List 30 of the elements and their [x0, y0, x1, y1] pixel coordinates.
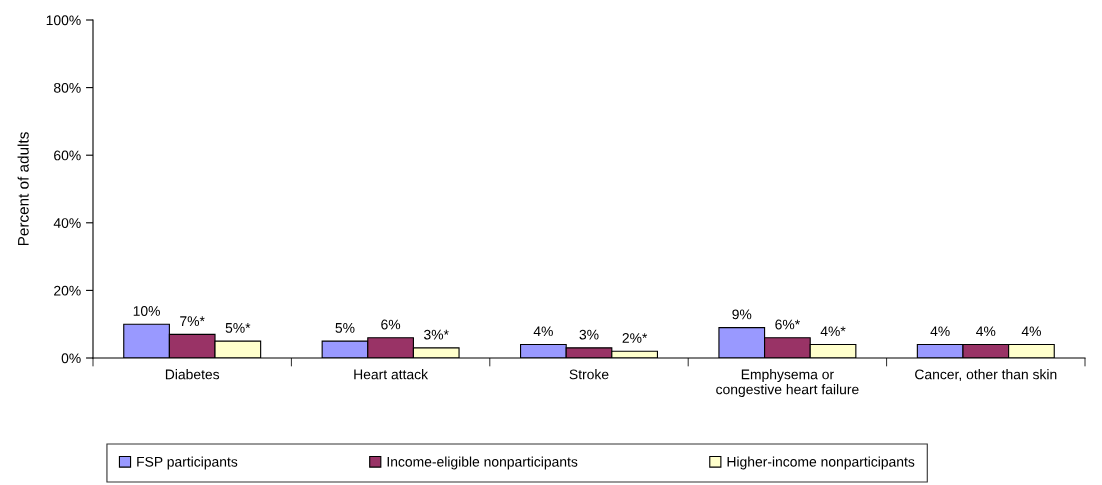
data-label: 6% [381, 319, 401, 330]
data-label: 4% [976, 326, 996, 337]
data-label: 6%* [775, 319, 800, 330]
data-label: 4% [930, 326, 950, 337]
x-tick-label: Stroke [569, 369, 609, 380]
data-label: 5% [335, 323, 355, 333]
data-label: 4% [1021, 326, 1041, 337]
legend-label: Income-eligible nonparticipants [387, 456, 578, 470]
y-axis-title: Percent of adults [17, 132, 29, 246]
data-label: 4%* [820, 326, 846, 337]
data-label: 10% [133, 306, 160, 316]
data-label: 2%* [622, 333, 648, 343]
x-tick-label: Diabetes [165, 369, 220, 380]
data-label: 4% [533, 326, 553, 337]
x-tick-label: Cancer, other than skin [915, 369, 1057, 381]
x-tick-label: Heart attack [354, 369, 429, 380]
y-tick-label: 40% [53, 218, 81, 228]
data-label: 3%* [424, 329, 449, 340]
y-tick-label: 100% [46, 15, 81, 26]
y-tick-label: 20% [54, 285, 81, 296]
legend-label: Higher-income nonparticipants [727, 456, 915, 470]
data-label: 5%* [225, 323, 251, 333]
legend-label: FSP participants [137, 456, 238, 470]
x-tick-label: Emphysema or congestive heart failure [716, 369, 859, 398]
data-label: 9% [732, 309, 752, 320]
y-tick-label: 60% [54, 150, 81, 161]
data-label: 3% [579, 329, 599, 340]
y-tick-label: 80% [54, 82, 81, 93]
data-label: 7%* [180, 316, 205, 326]
y-tick-label: 0% [61, 353, 81, 364]
